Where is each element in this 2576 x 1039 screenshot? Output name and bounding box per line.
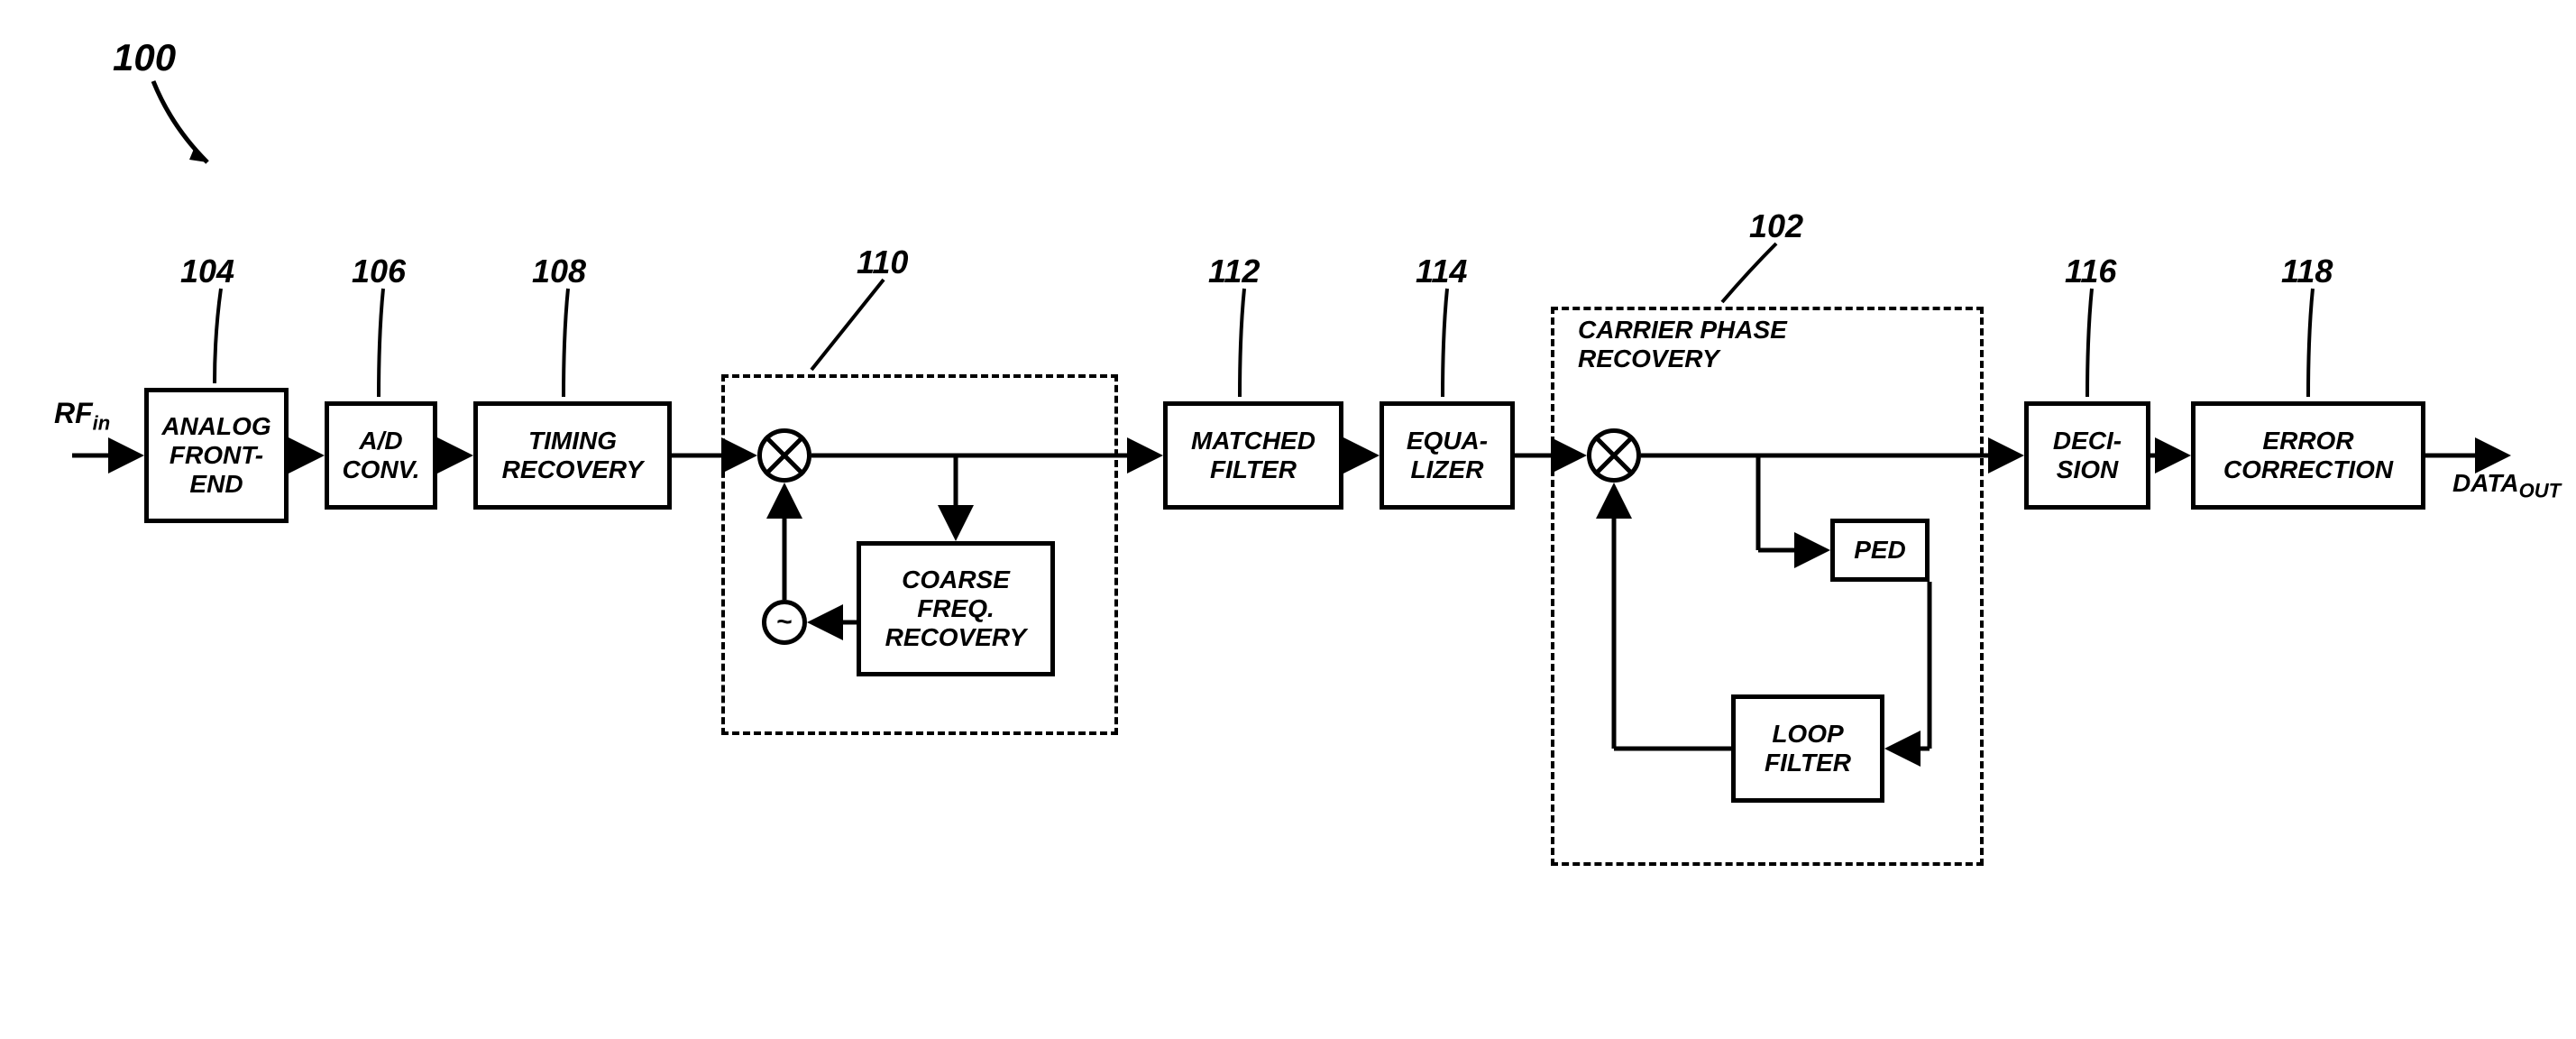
signal-chain-diagram: 100 RFin 104 ANALOG FRONT- END 106 A/D C…: [18, 18, 2576, 1021]
block-timing-recovery: TIMING RECOVERY: [473, 401, 672, 510]
ref-110: 110: [857, 244, 908, 281]
ref-102: 102: [1749, 207, 1803, 245]
rf-in-label: RFin: [54, 397, 110, 435]
mixer-carrier-phase: [1587, 428, 1641, 483]
ref-104: 104: [180, 253, 234, 290]
block-error-correction: ERROR CORRECTION: [2191, 401, 2425, 510]
carrier-phase-title: CARRIER PHASE RECOVERY: [1578, 316, 1787, 373]
ref-118: 118: [2281, 253, 2333, 290]
ref-116: 116: [2065, 253, 2116, 290]
signal-arrows: [18, 18, 2576, 1021]
ref-100-leader: [144, 72, 234, 180]
block-analog-frontend: ANALOG FRONT- END: [144, 388, 289, 523]
ref-108: 108: [532, 253, 586, 290]
data-out-label: DATAOUT: [2452, 469, 2561, 503]
ref-114: 114: [1416, 253, 1467, 290]
ref-112: 112: [1208, 253, 1260, 290]
mixer-coarse-freq: [757, 428, 811, 483]
block-ped: PED: [1830, 519, 1930, 582]
block-matched-filter: MATCHED FILTER: [1163, 401, 1343, 510]
block-decision: DECI- SION: [2024, 401, 2150, 510]
block-ad-conv: A/D CONV.: [325, 401, 437, 510]
ref-100: 100: [113, 36, 176, 79]
oscillator-icon: ~: [762, 600, 807, 645]
block-equalizer: EQUA- LIZER: [1380, 401, 1515, 510]
block-coarse-freq: COARSE FREQ. RECOVERY: [857, 541, 1055, 676]
ref-106: 106: [352, 253, 406, 290]
block-loop-filter: LOOP FILTER: [1731, 694, 1884, 803]
